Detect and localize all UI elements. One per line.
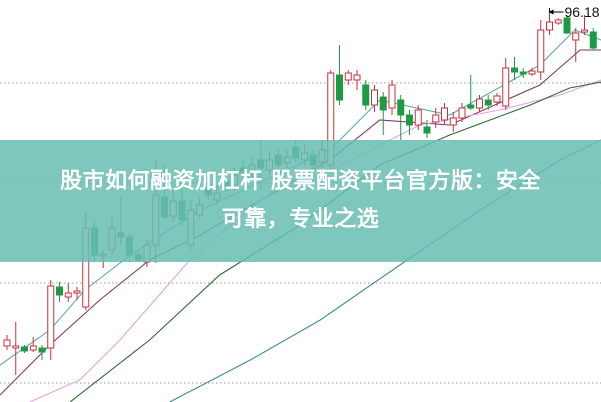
- candle-up: [581, 15, 588, 35]
- candle-body: [493, 95, 501, 103]
- candle-body: [388, 84, 396, 109]
- candle-body: [572, 32, 580, 41]
- candle-body: [21, 346, 28, 352]
- candle-body: [554, 19, 562, 24]
- candle-down: [406, 110, 413, 135]
- candle-up: [554, 18, 562, 25]
- candle-up: [29, 337, 37, 352]
- candle-down: [362, 80, 370, 110]
- candle-body: [484, 99, 492, 106]
- candle-up: [572, 28, 580, 62]
- candle-up: [47, 280, 55, 360]
- arrow-head-icon: [548, 9, 554, 15]
- candle-down: [423, 120, 431, 138]
- candle-body: [476, 98, 483, 109]
- candle-body: [458, 107, 466, 119]
- candle-down: [38, 345, 46, 360]
- candle-up: [73, 287, 81, 300]
- candle-body: [397, 99, 405, 116]
- candle-body: [519, 71, 527, 75]
- candle-body: [414, 109, 422, 126]
- candle-down: [589, 28, 597, 50]
- candle-up: [502, 58, 510, 110]
- candle-up: [12, 322, 20, 375]
- candle-down: [467, 75, 475, 110]
- candle-down: [336, 45, 343, 105]
- candle-up: [458, 103, 466, 122]
- candle-up: [64, 283, 72, 302]
- candle-body: [371, 89, 378, 106]
- candle-down: [379, 92, 387, 135]
- candle-down: [563, 16, 571, 34]
- candle-down: [484, 95, 492, 110]
- candle-body: [406, 114, 413, 126]
- candle-body: [563, 17, 571, 34]
- candle-down: [519, 68, 527, 78]
- candle-body: [56, 286, 63, 296]
- candle-body: [29, 345, 37, 351]
- candle-body: [537, 29, 545, 73]
- candle-body: [441, 107, 448, 121]
- candle-up: [371, 85, 378, 112]
- candle-body: [73, 290, 81, 294]
- candle-body: [432, 114, 440, 123]
- candle-up: [537, 20, 545, 80]
- candle-body: [467, 104, 475, 109]
- candle-up: [432, 108, 440, 128]
- candle-body: [344, 72, 352, 81]
- candle-body: [38, 347, 46, 353]
- candle-body: [362, 84, 370, 106]
- max-price-label: 96.18: [565, 4, 600, 20]
- candle-body: [546, 21, 553, 31]
- title-banner: 股市如何融资加杠杆 股票配资平台官方版：安全 可靠，专业之选: [0, 140, 601, 262]
- candle-body: [589, 31, 597, 49]
- candle-up: [441, 103, 448, 125]
- candle-up: [388, 80, 396, 115]
- candle-down: [511, 57, 518, 80]
- candle-body: [47, 285, 55, 349]
- candle-body: [336, 74, 343, 101]
- candle-up: [344, 70, 352, 85]
- candle-up: [449, 112, 457, 132]
- candle-down: [56, 282, 63, 302]
- candle-up: [528, 68, 536, 76]
- candle-body: [12, 345, 20, 349]
- candle-body: [3, 339, 11, 347]
- candle-up: [414, 105, 422, 130]
- max-price-annotation: 96.18: [548, 4, 600, 20]
- candle-body: [511, 67, 518, 73]
- title-line-1: 股市如何融资加杠杆 股票配资平台官方版：安全: [60, 169, 541, 194]
- candle-body: [502, 67, 510, 107]
- candle-body: [423, 126, 431, 134]
- candle-body: [528, 70, 536, 75]
- candle-up: [476, 95, 483, 112]
- candle-up: [3, 335, 11, 350]
- candle-body: [379, 96, 387, 111]
- candle-body: [449, 117, 457, 126]
- candle-down: [397, 95, 405, 140]
- title-line-2: 可靠，专业之选: [221, 207, 380, 232]
- candle-body: [353, 74, 361, 81]
- candle-up: [353, 70, 361, 90]
- candle-body: [64, 292, 72, 298]
- candle-down: [21, 345, 28, 353]
- candle-body: [581, 29, 588, 33]
- candle-up: [493, 93, 501, 106]
